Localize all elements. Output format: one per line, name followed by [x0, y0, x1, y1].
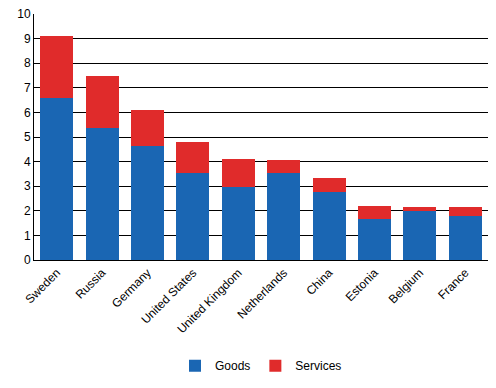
- svg-text:France: France: [435, 266, 472, 303]
- svg-text:Netherlands: Netherlands: [234, 266, 290, 322]
- svg-text:Germany: Germany: [109, 266, 154, 311]
- svg-text:6: 6: [24, 106, 31, 120]
- svg-text:0: 0: [24, 253, 31, 267]
- svg-text:4: 4: [24, 155, 31, 169]
- svg-text:9: 9: [24, 32, 31, 46]
- svg-text:United Kingdom: United Kingdom: [174, 266, 244, 336]
- svg-text:3: 3: [24, 179, 31, 193]
- svg-text:8: 8: [24, 56, 31, 70]
- svg-text:Russia: Russia: [73, 266, 109, 302]
- svg-text:Sweden: Sweden: [22, 266, 63, 307]
- svg-text:Estonia: Estonia: [343, 266, 381, 304]
- svg-text:United States: United States: [138, 266, 199, 327]
- svg-text:10: 10: [17, 7, 31, 21]
- svg-text:China: China: [303, 266, 335, 298]
- svg-text:1: 1: [24, 229, 31, 243]
- svg-text:Services: Services: [295, 359, 341, 373]
- svg-text:Goods: Goods: [215, 359, 250, 373]
- svg-text:2: 2: [24, 204, 31, 218]
- svg-text:Belgium: Belgium: [386, 266, 427, 307]
- svg-text:7: 7: [24, 81, 31, 95]
- svg-text:5: 5: [24, 130, 31, 144]
